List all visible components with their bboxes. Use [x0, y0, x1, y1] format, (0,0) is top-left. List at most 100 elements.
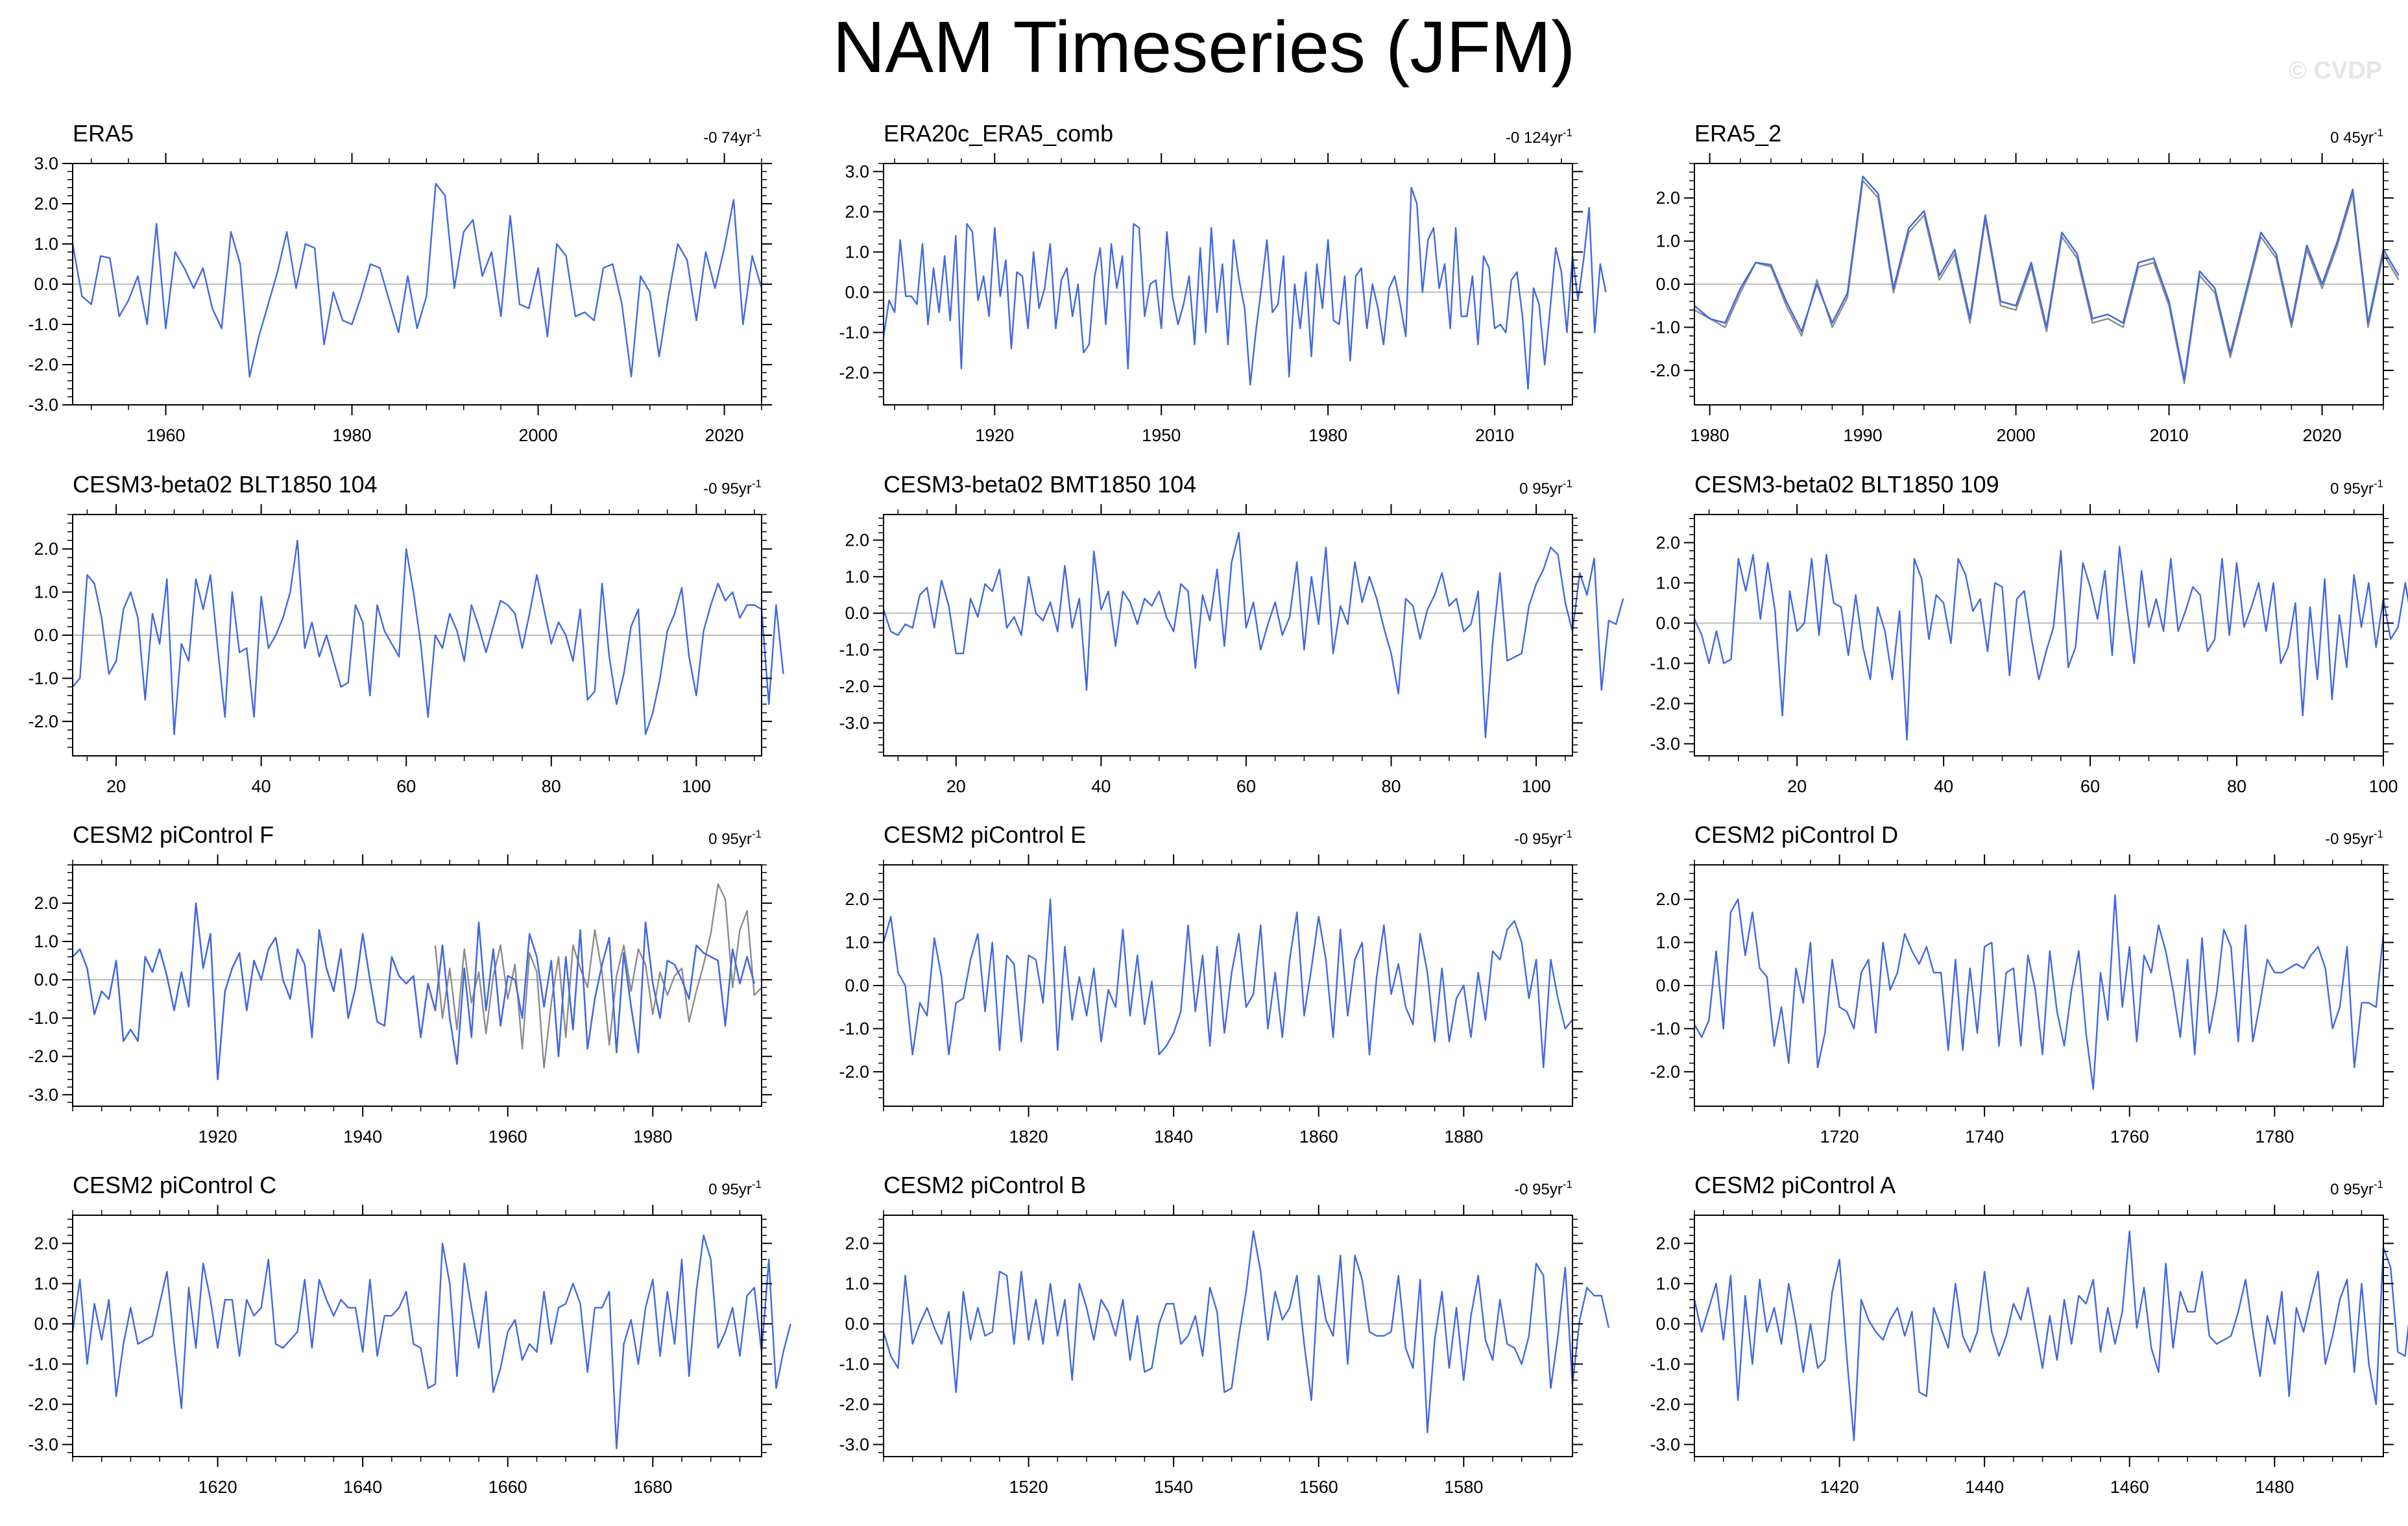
x-tick-label: 2000: [1997, 426, 2036, 445]
trend-label: 0 45yr-1: [2330, 127, 2383, 147]
x-tick-label: 80: [542, 777, 561, 796]
x-tick-label: 1840: [1154, 1127, 1193, 1146]
x-tick-label: 1920: [199, 1127, 237, 1146]
x-tick-label: 1560: [1299, 1477, 1338, 1497]
x-tick-label: 1480: [2255, 1477, 2294, 1497]
series-line-1: [71, 1234, 791, 1449]
y-tick-label: 0.0: [1655, 274, 1680, 294]
y-tick-label: 2.0: [845, 530, 869, 550]
panel-title: CESM3-beta02 BLT1850 109: [1694, 471, 1999, 498]
y-tick-label: 0.0: [34, 274, 58, 294]
y-tick-label: -2.0: [28, 712, 58, 731]
x-tick-label: 1540: [1154, 1477, 1193, 1497]
x-tick-label: 1960: [488, 1127, 527, 1146]
series-line-1: [882, 898, 1573, 1069]
x-tick-label: 1580: [1444, 1477, 1483, 1497]
chart-panel-10: CESM2 piControl C 0 95yr-1 2.0 1.0 0.0 -1.0 -2…: [28, 1172, 791, 1497]
x-tick-label: 1980: [633, 1127, 672, 1146]
y-tick-label: 0.0: [845, 976, 869, 995]
y-tick-label: -2.0: [1650, 361, 1680, 380]
x-tick-label: 1950: [1142, 426, 1181, 445]
chart-panel-1: ERA5 -0 74yr-1 3.0 2.0 1.0 0.0 -1.0 -2.0 -3.0 196…: [28, 120, 772, 445]
y-tick-label: 2.0: [34, 194, 58, 213]
y-tick-label: -1.0: [1650, 1354, 1680, 1374]
panel-title: CESM2 piControl B: [884, 1172, 1086, 1198]
series-line-1: [72, 539, 784, 736]
y-tick-label: -3.0: [28, 1085, 58, 1104]
trend-label: -0 95yr-1: [1514, 1178, 1572, 1198]
x-tick-label: 1760: [2110, 1127, 2149, 1146]
plot-frame: [1694, 514, 2384, 757]
x-tick-label: 1780: [2255, 1127, 2294, 1146]
trend-label: 0 95yr-1: [2330, 1178, 2383, 1198]
y-tick-label: 0.0: [1655, 613, 1680, 633]
x-tick-label: 1960: [146, 426, 185, 445]
x-tick-label: 1660: [488, 1477, 527, 1497]
y-tick-label: -2.0: [839, 677, 869, 696]
x-tick-label: 1860: [1299, 1127, 1338, 1146]
x-tick-label: 1940: [343, 1127, 382, 1146]
y-tick-label: -2.0: [839, 1394, 869, 1414]
y-tick-label: 2.0: [1655, 890, 1680, 909]
y-tick-label: 2.0: [845, 202, 869, 221]
x-tick-label: 1980: [1691, 426, 1729, 445]
y-tick-label: 1.0: [845, 567, 869, 587]
series-line-1: [1693, 1230, 2408, 1442]
x-tick-label: 1520: [1009, 1477, 1048, 1497]
plot-frame: [72, 1215, 762, 1457]
x-tick-label: 60: [2080, 777, 2100, 796]
panel-title: CESM2 piControl E: [884, 821, 1086, 848]
y-tick-label: -1.0: [28, 315, 58, 334]
chart-panel-12: CESM2 piControl A 0 95yr-1 2.0 1.0 0.0 -1.0 -2…: [1650, 1172, 2408, 1497]
y-tick-label: -3.0: [839, 1435, 869, 1454]
series-line-1: [882, 532, 1624, 739]
y-tick-label: -3.0: [839, 713, 869, 733]
y-tick-label: 1.0: [34, 234, 58, 254]
series-line-primary: [72, 902, 755, 1080]
chart-panel-8: CESM2 piControl E -0 95yr-1 2.0 1.0 0.0 -1.0 -…: [839, 821, 1583, 1146]
x-tick-label: 1640: [343, 1477, 382, 1497]
y-tick-label: -1.0: [839, 1354, 869, 1374]
x-tick-label: 2010: [2150, 426, 2189, 445]
y-tick-label: 2.0: [34, 1233, 58, 1253]
trend-label: 0 95yr-1: [1519, 478, 1572, 498]
y-tick-label: 3.0: [845, 162, 869, 181]
plot-frame: [883, 1215, 1573, 1457]
panel-title: ERA5_2: [1694, 120, 1781, 147]
trend-label: -0 95yr-1: [2325, 828, 2383, 848]
chart-panel-3: ERA5_2 0 45yr-1 2.0 1.0 0.0 -1.0 -2.0 1980 1990 2…: [1650, 120, 2400, 445]
trend-label: 0 95yr-1: [708, 1178, 762, 1198]
y-tick-label: 1.0: [34, 932, 58, 951]
x-tick-label: 100: [1522, 777, 1551, 796]
x-tick-label: 2010: [1475, 426, 1514, 445]
y-tick-label: 1.0: [34, 1274, 58, 1293]
x-tick-label: 2020: [2303, 426, 2342, 445]
y-tick-label: 1.0: [1655, 1274, 1680, 1293]
chart-main-title: NAM Timeseries (JFM): [832, 6, 1576, 88]
trend-label: 0 95yr-1: [708, 828, 762, 848]
y-tick-label: 0.0: [845, 603, 869, 623]
y-tick-label: 2.0: [1655, 188, 1680, 208]
y-tick-label: 1.0: [34, 583, 58, 602]
series-line-2: [1694, 175, 2400, 380]
y-tick-label: -2.0: [839, 1062, 869, 1082]
series-line-1: [1694, 180, 2400, 384]
trend-label: 0 95yr-1: [2330, 478, 2383, 498]
x-tick-label: 1980: [333, 426, 372, 445]
x-tick-label: 2020: [705, 426, 744, 445]
y-tick-label: 1.0: [1655, 573, 1680, 592]
x-tick-label: 100: [682, 777, 711, 796]
series-line-1: [1693, 546, 2408, 741]
panel-title: CESM2 piControl A: [1694, 1172, 1896, 1198]
y-tick-label: -1.0: [1650, 317, 1680, 337]
x-tick-label: 1680: [633, 1477, 672, 1497]
y-tick-label: -2.0: [28, 1047, 58, 1066]
panel-title: CESM2 piControl C: [73, 1172, 276, 1198]
y-tick-label: -1.0: [1650, 653, 1680, 673]
x-tick-label: 1460: [2110, 1477, 2149, 1497]
y-tick-label: -1.0: [839, 1019, 869, 1038]
y-tick-label: 2.0: [1655, 533, 1680, 552]
y-tick-label: -2.0: [1650, 694, 1680, 713]
x-tick-label: 60: [1236, 777, 1256, 796]
y-tick-label: 0.0: [845, 1314, 869, 1333]
